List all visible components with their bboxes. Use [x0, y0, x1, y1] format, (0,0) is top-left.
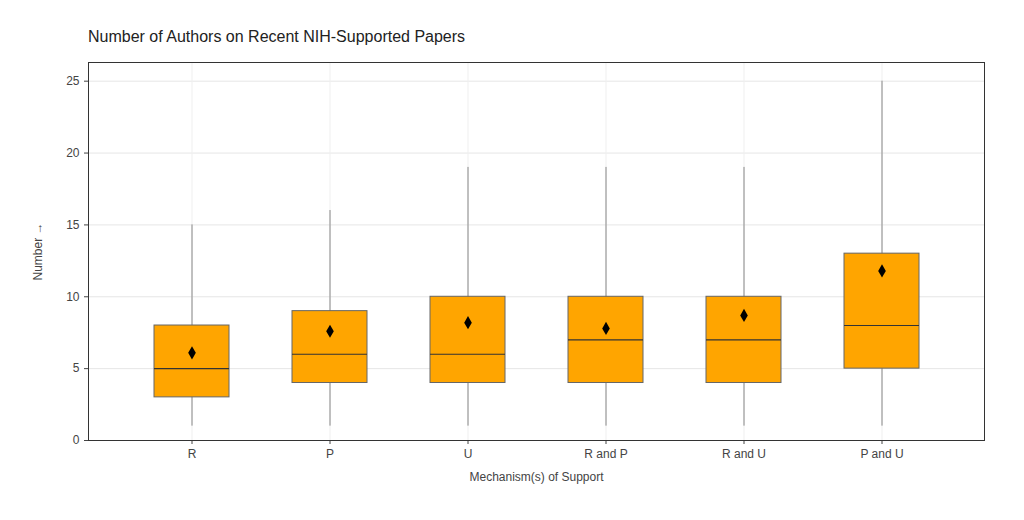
- svg-text:10: 10: [66, 290, 80, 304]
- svg-text:0: 0: [73, 433, 80, 447]
- svg-text:R and U: R and U: [722, 447, 766, 461]
- svg-text:R: R: [188, 447, 197, 461]
- svg-text:5: 5: [73, 361, 80, 375]
- svg-text:R and P: R and P: [584, 447, 627, 461]
- svg-text:20: 20: [66, 146, 80, 160]
- svg-text:Mechanism(s) of Support: Mechanism(s) of Support: [469, 470, 604, 484]
- html-text:Number of Authors on Recent NI: Number of Authors on Recent NIH-Supporte…: [88, 28, 466, 45]
- svg-text:P: P: [326, 447, 334, 461]
- svg-text:15: 15: [66, 218, 80, 232]
- svg-text:Number →: Number →: [31, 222, 45, 280]
- svg-text:U: U: [464, 447, 473, 461]
- svg-text:P and U: P and U: [860, 447, 903, 461]
- svg-text:25: 25: [66, 74, 80, 88]
